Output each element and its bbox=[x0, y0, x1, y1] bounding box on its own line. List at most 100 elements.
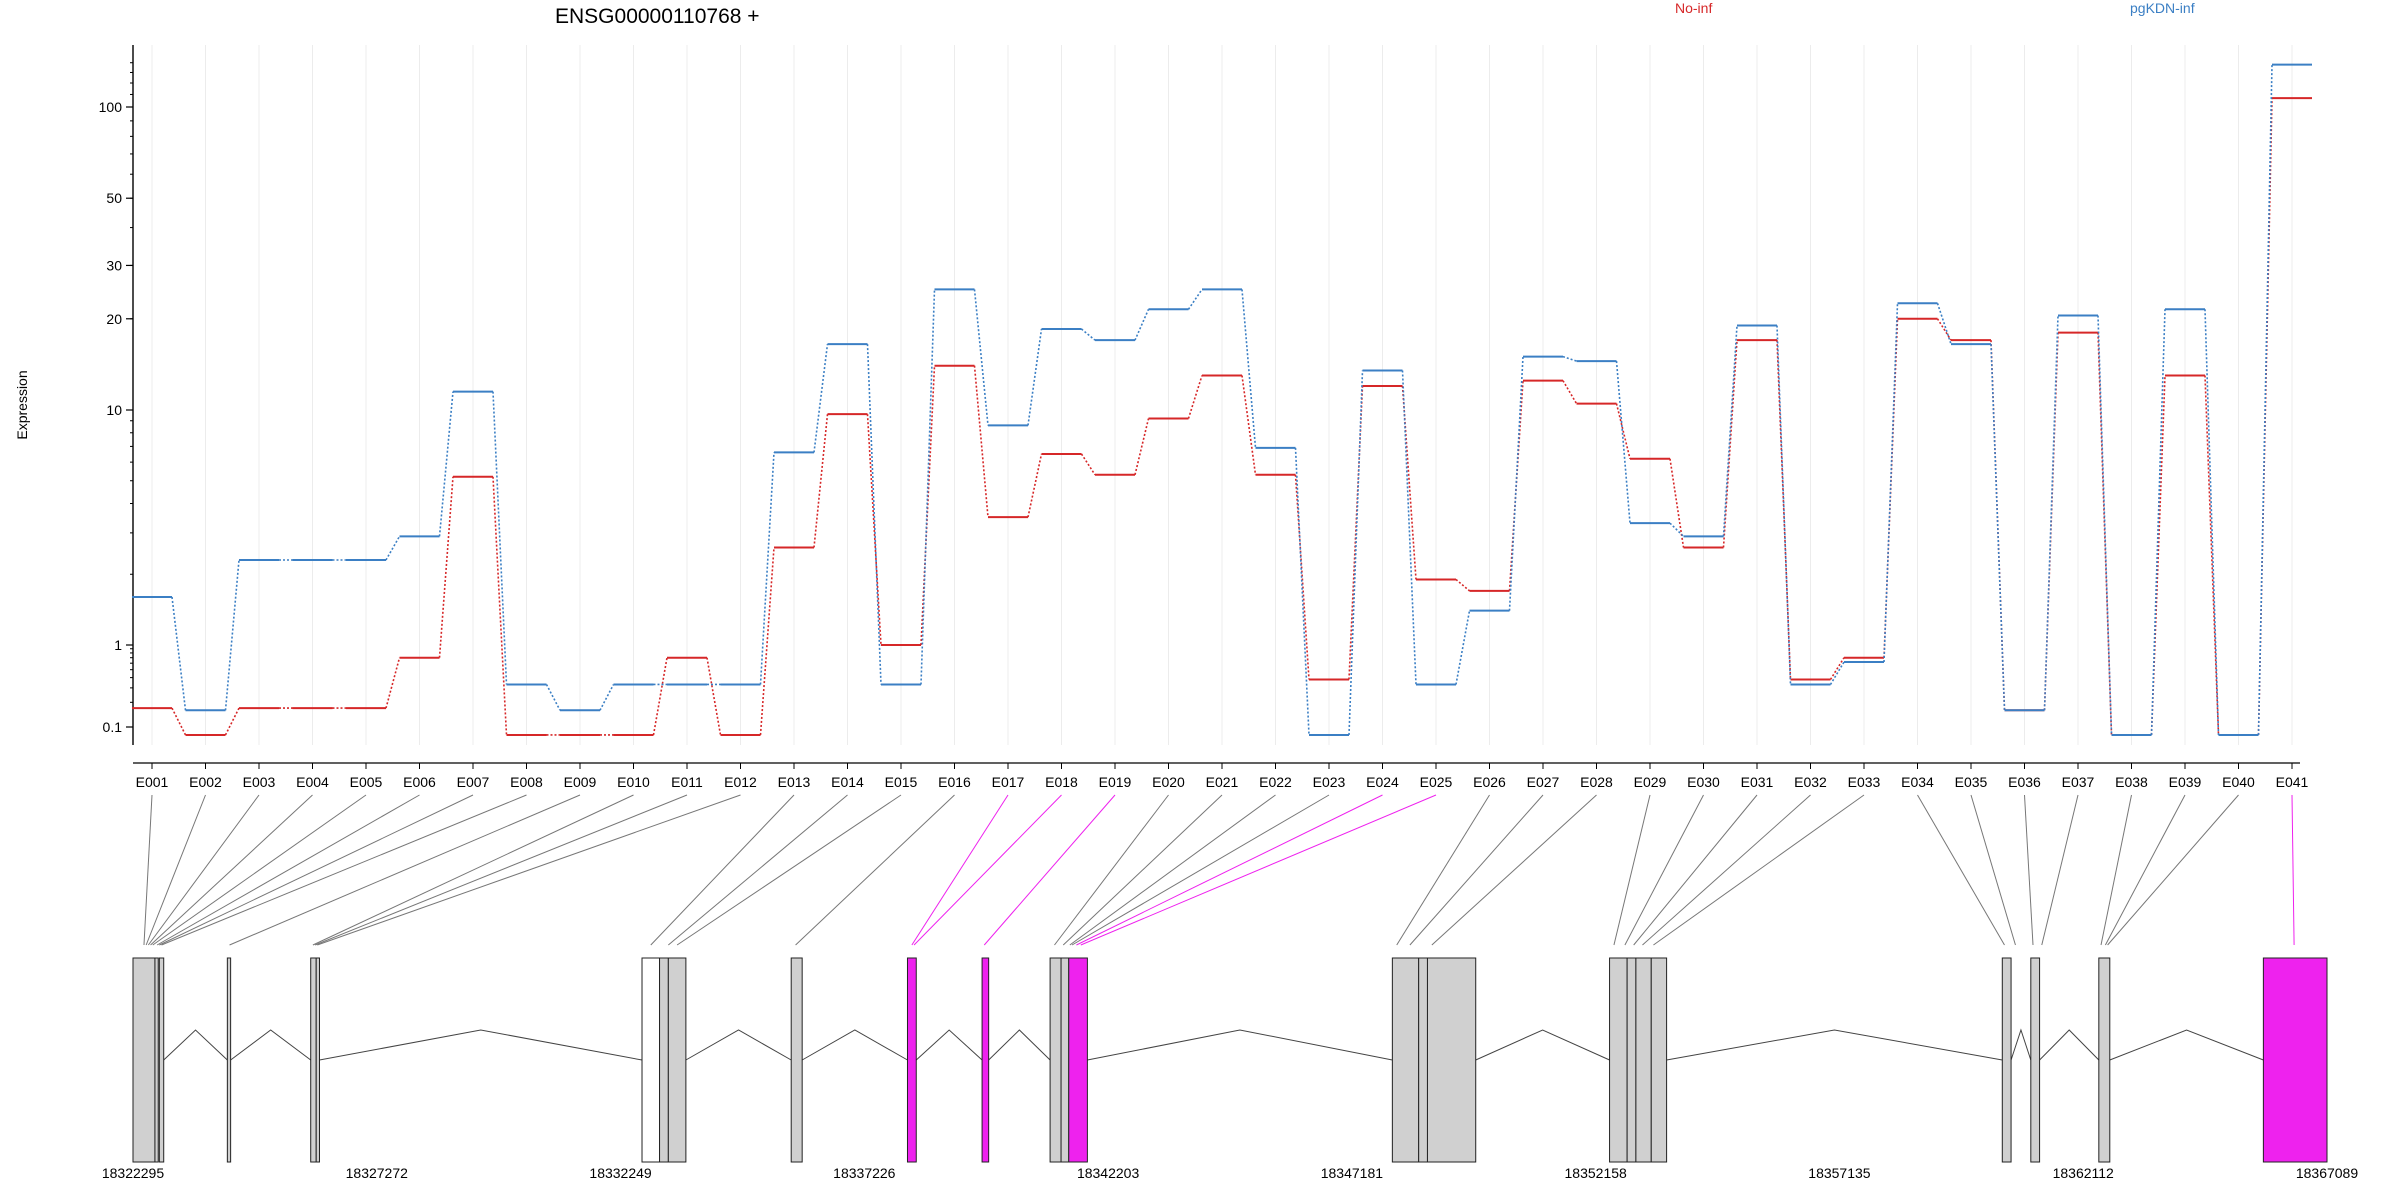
series-connector bbox=[1883, 303, 1899, 663]
exon-connectors bbox=[143, 794, 2295, 946]
intron bbox=[801, 1029, 908, 1061]
x-tick-label: E026 bbox=[1473, 774, 1506, 790]
x-tick-label: E036 bbox=[2008, 774, 2041, 790]
exon-connector bbox=[795, 794, 955, 946]
exon bbox=[154, 957, 159, 1163]
exon-connector bbox=[1431, 794, 1597, 946]
x-tick-label: E038 bbox=[2115, 774, 2148, 790]
series-connector bbox=[1562, 355, 1577, 362]
series-connector bbox=[385, 535, 401, 561]
exon bbox=[158, 957, 165, 1163]
series-connector bbox=[1455, 610, 1471, 685]
series-pgkdn-inf bbox=[132, 63, 2312, 736]
x-tick-label: E039 bbox=[2169, 774, 2202, 790]
series-connector bbox=[1722, 325, 1738, 537]
exon-connector bbox=[911, 794, 1009, 946]
x-tick-label: E034 bbox=[1901, 774, 1934, 790]
exon-connector bbox=[650, 794, 795, 946]
y-tick-label: 50 bbox=[106, 190, 122, 206]
series-connector bbox=[759, 452, 775, 685]
coord-label: 18337226 bbox=[833, 1165, 896, 1181]
exon-connector bbox=[983, 794, 1116, 946]
series-connector bbox=[1080, 328, 1096, 341]
series-connector bbox=[652, 657, 668, 736]
series-connector bbox=[1294, 447, 1310, 735]
intron bbox=[1666, 1029, 2003, 1061]
series-connector bbox=[1348, 370, 1364, 735]
x-tick-label: E007 bbox=[457, 774, 490, 790]
series-connector bbox=[1187, 375, 1203, 419]
gridlines bbox=[151, 45, 2293, 745]
exon-connector bbox=[312, 794, 634, 946]
series-connector bbox=[438, 476, 454, 658]
y-tick-label: 20 bbox=[106, 311, 122, 327]
series-connector bbox=[2150, 309, 2166, 735]
series-connector bbox=[1187, 288, 1203, 310]
exon-connector bbox=[159, 794, 474, 946]
series-connector bbox=[920, 365, 936, 646]
series-connector bbox=[706, 657, 722, 736]
x-tick-label: E020 bbox=[1152, 774, 1185, 790]
series-connector bbox=[1134, 418, 1150, 475]
series-connector bbox=[1615, 403, 1631, 459]
x-tick-label: E013 bbox=[778, 774, 811, 790]
series-connector bbox=[1080, 453, 1096, 476]
exon bbox=[1049, 957, 1062, 1163]
intron bbox=[1475, 1029, 1610, 1061]
exon bbox=[2098, 957, 2111, 1163]
exon-connector bbox=[1917, 794, 2005, 946]
exon-highlighted bbox=[2262, 957, 2328, 1163]
exon-connector bbox=[1409, 794, 1544, 946]
exon-connector bbox=[2291, 794, 2295, 946]
exon bbox=[1650, 957, 1668, 1163]
x-tick-label: E011 bbox=[671, 774, 703, 790]
coord-label: 18327272 bbox=[346, 1165, 409, 1181]
intron bbox=[1087, 1029, 1393, 1061]
exon bbox=[1426, 957, 1477, 1163]
series-connector bbox=[2097, 332, 2113, 735]
series-connector bbox=[438, 391, 454, 537]
x-tick-label: E012 bbox=[724, 774, 757, 790]
intron bbox=[319, 1029, 643, 1061]
exon-connector bbox=[1653, 794, 1865, 946]
series-connector bbox=[813, 414, 829, 548]
exon-connector bbox=[1080, 794, 1437, 946]
exon-connector bbox=[147, 794, 260, 946]
exon-connector bbox=[1054, 794, 1169, 946]
x-tick-label: E003 bbox=[243, 774, 276, 790]
series-connector bbox=[920, 289, 936, 685]
exon-connector bbox=[2107, 794, 2239, 946]
series-connector bbox=[1027, 453, 1043, 518]
series-connector bbox=[545, 684, 561, 711]
coord-label: 18357135 bbox=[1808, 1165, 1871, 1181]
exon-connector bbox=[2041, 794, 2079, 946]
series-connector bbox=[2097, 315, 2113, 735]
exon bbox=[1626, 957, 1637, 1163]
intron bbox=[2010, 1028, 2032, 1061]
intron bbox=[2039, 1029, 2100, 1061]
exon-connector bbox=[1069, 794, 1276, 946]
x-tick-label: E018 bbox=[1045, 774, 1078, 790]
exon-connector bbox=[913, 794, 1062, 946]
series-connector bbox=[224, 707, 240, 736]
exon bbox=[1418, 957, 1428, 1163]
series-connector bbox=[1615, 361, 1631, 524]
exon-connector bbox=[161, 794, 527, 946]
exon bbox=[1391, 957, 1420, 1163]
series-connector bbox=[813, 344, 829, 453]
x-tick-label: E024 bbox=[1366, 774, 1399, 790]
series-connector bbox=[1455, 578, 1471, 592]
x-tick-label: E040 bbox=[2222, 774, 2255, 790]
exon-connector bbox=[668, 794, 848, 946]
exon-connector bbox=[314, 794, 688, 946]
series-connector bbox=[1401, 385, 1417, 580]
series-connector bbox=[2204, 375, 2220, 735]
series-connector bbox=[866, 344, 882, 685]
series-connector bbox=[1401, 370, 1417, 685]
exon-connector bbox=[156, 794, 420, 946]
series-connector bbox=[492, 476, 508, 735]
x-tick-label: E001 bbox=[136, 774, 169, 790]
coord-label: 18347181 bbox=[1321, 1165, 1384, 1181]
series-connector bbox=[1241, 375, 1257, 475]
